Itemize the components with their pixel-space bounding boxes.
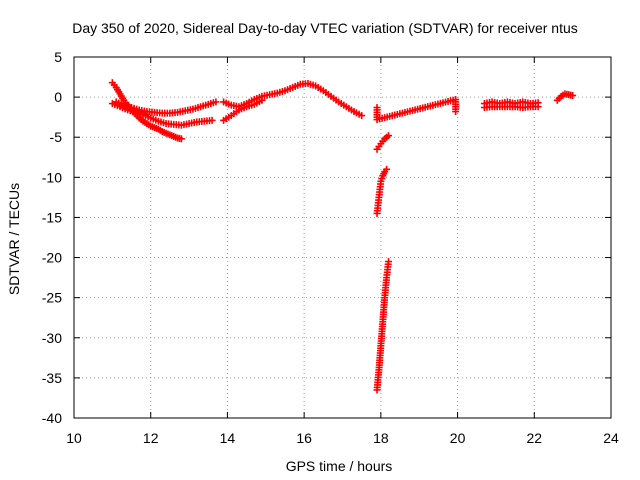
chart-title: Day 350 of 2020, Sidereal Day-to-day VTE…	[72, 20, 578, 36]
data-point	[258, 96, 266, 104]
data-point	[383, 165, 391, 173]
x-tick-label: 20	[450, 430, 466, 446]
y-tick-label: -40	[42, 410, 62, 426]
x-tick-label: 12	[143, 430, 159, 446]
data-point	[385, 132, 393, 140]
data-points	[108, 79, 577, 394]
y-tick-label: -25	[42, 290, 62, 306]
y-tick-label: -35	[42, 370, 62, 386]
y-tick-label: -30	[42, 330, 62, 346]
x-tick-label: 14	[220, 430, 236, 446]
plot-frame	[73, 56, 612, 419]
y-tick-label: 5	[54, 49, 62, 65]
data-point	[212, 98, 220, 106]
grid-lines	[74, 57, 611, 418]
data-point	[358, 112, 366, 120]
y-tick-label: 0	[54, 89, 62, 105]
x-tick-label: 10	[66, 430, 82, 446]
x-axis-label: GPS time / hours	[286, 458, 393, 474]
data-point	[385, 258, 393, 266]
axes: 10 12 14 16 18 20 22 24 5 0 -5 -10 -15 -20 -25 -30 -35 -4…	[42, 49, 619, 446]
y-axis-label: SDTVAR / TECUs	[6, 183, 22, 295]
y-tick-label: -5	[50, 129, 63, 145]
data-point	[177, 135, 185, 143]
y-tick-label: -20	[42, 250, 62, 266]
y-tick-label: -15	[42, 209, 62, 225]
x-tick-label: 16	[296, 430, 312, 446]
data-point	[569, 92, 577, 100]
data-point	[208, 116, 216, 124]
y-tick-label: -10	[42, 169, 62, 185]
x-tick-label: 22	[526, 430, 542, 446]
data-point	[452, 108, 460, 116]
data-point	[534, 103, 542, 111]
x-tick-label: 18	[373, 430, 389, 446]
x-tick-label: 24	[603, 430, 619, 446]
